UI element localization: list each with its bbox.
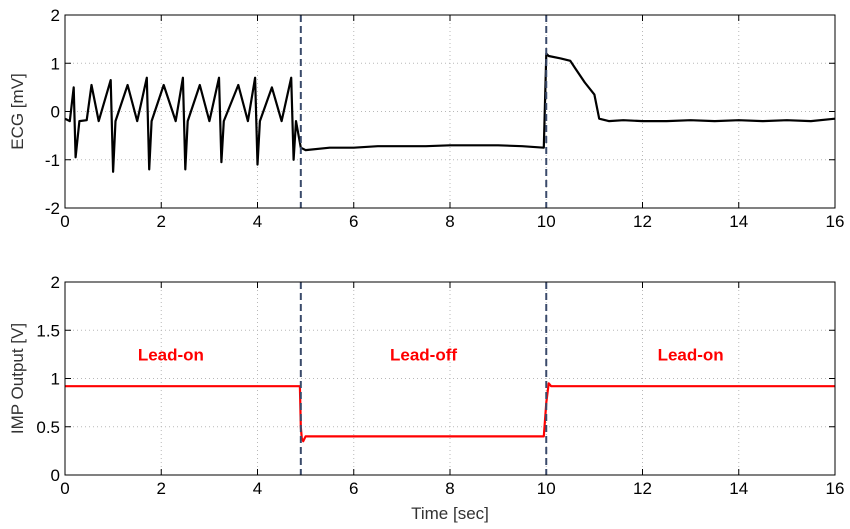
x-tick-label: 6	[349, 212, 358, 231]
y-axis-label: ECG [mV]	[8, 73, 27, 150]
y-tick-label: 1	[51, 370, 60, 389]
y-tick-label: -1	[45, 151, 60, 170]
x-tick-label: 8	[445, 212, 454, 231]
x-tick-label: 2	[157, 479, 166, 498]
x-tick-label: 16	[826, 212, 845, 231]
y-tick-label: 0.5	[36, 418, 60, 437]
x-tick-label: 12	[633, 212, 652, 231]
x-axis-label: Time [sec]	[411, 504, 489, 523]
y-tick-label: 1	[51, 54, 60, 73]
axes-frame	[64, 14, 836, 209]
axes-frame	[64, 281, 836, 476]
x-tick-label: 16	[826, 479, 845, 498]
x-tick-label: 10	[537, 479, 556, 498]
y-tick-label: 0	[51, 466, 60, 485]
y-tick-label: 0	[51, 103, 60, 122]
annotation-label: Lead-off	[390, 345, 457, 364]
y-tick-label: 2	[51, 273, 60, 292]
x-tick-label: 12	[633, 479, 652, 498]
x-tick-label: 14	[729, 479, 748, 498]
chart-panel-2: 0 2 4 6 8 10 12 14 16 0 0.5 1 1.5 2 Lead-on Lead-off Lea…	[8, 273, 844, 523]
x-tick-label: 6	[349, 479, 358, 498]
series-line	[64, 52, 836, 173]
annotation-label: Lead-on	[138, 345, 204, 364]
x-tick-label: 4	[253, 479, 262, 498]
x-tick-label: 2	[157, 212, 166, 231]
x-tick-label: 8	[445, 479, 454, 498]
y-tick-label: -2	[45, 199, 60, 218]
x-tick-label: 10	[537, 212, 556, 231]
y-axis-label: IMP Output [V]	[8, 323, 27, 434]
annotation-label: Lead-on	[658, 345, 724, 364]
y-tick-label: 1.5	[36, 321, 60, 340]
x-tick-label: 4	[253, 212, 262, 231]
x-tick-label: 0	[60, 479, 69, 498]
x-tick-label: 0	[60, 212, 69, 231]
y-tick-label: 2	[51, 6, 60, 25]
x-tick-label: 14	[729, 212, 748, 231]
